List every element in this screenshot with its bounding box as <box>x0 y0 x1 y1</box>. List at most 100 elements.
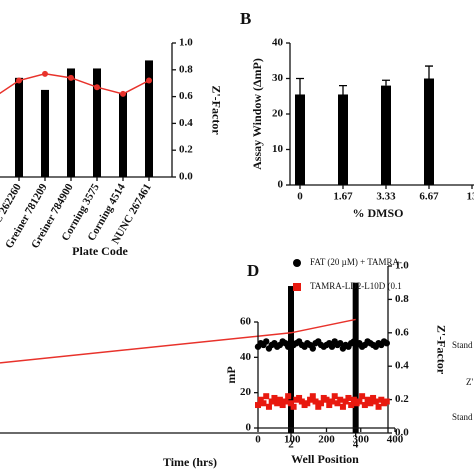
point <box>282 398 289 405</box>
point <box>383 340 390 347</box>
y2-tick-label: 0.4 <box>179 117 193 129</box>
point <box>287 400 294 407</box>
legend-label: TAMRA-LD2-L10D (0.1 <box>310 281 402 291</box>
y2-tick-label: 0.2 <box>179 144 193 156</box>
point <box>334 400 341 407</box>
bar <box>41 89 49 177</box>
y2-tick-label: 1.0 <box>179 37 193 49</box>
point <box>307 396 314 403</box>
point <box>298 398 305 405</box>
point <box>361 402 368 409</box>
y-tick-label: 20 <box>240 386 252 398</box>
line <box>0 318 356 364</box>
line-point <box>146 77 152 84</box>
line-point <box>16 77 22 84</box>
bar <box>424 78 434 185</box>
y2-tick-label: 0.6 <box>179 90 193 102</box>
x-tick-label: 200 <box>318 434 335 446</box>
point <box>345 394 352 401</box>
bar <box>338 94 348 185</box>
point <box>337 396 344 403</box>
point <box>279 402 286 409</box>
point <box>364 396 371 403</box>
y2-axis-label: Z'-Factor <box>209 85 223 135</box>
line-point <box>42 70 48 77</box>
legend-marker <box>293 283 301 291</box>
point <box>348 402 355 409</box>
y2-tick-label: 0.4 <box>395 360 409 372</box>
y-tick-label: 40 <box>240 351 252 363</box>
point <box>378 396 385 403</box>
point <box>285 393 292 400</box>
error-bar <box>296 77 304 95</box>
point <box>350 396 357 403</box>
point <box>263 393 270 400</box>
bar <box>15 77 23 177</box>
error-bar <box>339 84 347 95</box>
point <box>326 402 333 409</box>
point <box>383 398 390 405</box>
y2-axis-label: Z'-Factor <box>434 325 448 375</box>
bar <box>119 92 127 177</box>
x-axis-label: Well Position <box>291 452 359 466</box>
y2-tick-label: 0.8 <box>395 293 409 305</box>
x-tick-label: 1.67 <box>333 191 353 203</box>
point <box>268 398 275 405</box>
point <box>271 394 278 401</box>
point <box>276 396 283 403</box>
y2-tick-label: 0.0 <box>395 427 409 439</box>
x-tick-label: 300 <box>353 434 370 446</box>
y-tick-label: 0 <box>246 422 252 434</box>
bar <box>67 68 75 177</box>
point <box>342 398 349 405</box>
y-axis-label: mP <box>224 366 238 383</box>
point <box>356 398 363 405</box>
point <box>315 403 322 410</box>
x-tick-label: 0 <box>255 434 261 446</box>
point <box>265 403 272 410</box>
y-tick-label: 40 <box>272 37 284 49</box>
x-tick-label: 0 <box>297 191 303 203</box>
point <box>309 345 316 352</box>
y2-tick-label: 1.0 <box>395 260 409 272</box>
point <box>328 398 335 405</box>
point <box>309 393 316 400</box>
point <box>339 403 346 410</box>
point <box>359 393 366 400</box>
point <box>367 400 374 407</box>
error-bar <box>382 79 390 86</box>
point <box>290 403 297 410</box>
point <box>274 400 281 407</box>
y2-tick-label: 0.2 <box>395 393 409 405</box>
point <box>257 396 264 403</box>
line-point <box>120 90 126 97</box>
y2-tick-label: 0.8 <box>179 63 193 75</box>
annotation: Z' <box>466 377 473 387</box>
point <box>375 403 382 410</box>
point <box>260 400 267 407</box>
point <box>255 402 261 409</box>
x-tick-label: 13 <box>467 191 474 203</box>
y-tick-label: 20 <box>272 108 284 120</box>
bar <box>93 68 101 177</box>
point <box>304 400 311 407</box>
point <box>337 340 344 347</box>
point <box>370 394 377 401</box>
x-tick-label: 2 <box>288 439 294 451</box>
point <box>263 338 270 345</box>
point <box>323 396 330 403</box>
bar <box>288 286 294 433</box>
y2-tick-label: 0.0 <box>179 171 193 183</box>
x-axis-label: % DMSO <box>353 206 404 220</box>
legend-marker <box>293 259 301 267</box>
error-bar <box>425 65 433 79</box>
bar <box>352 282 359 433</box>
y-tick-label: 60 <box>240 316 252 328</box>
x-tick-label: 3.33 <box>376 191 396 203</box>
point <box>296 394 303 401</box>
annotation: Stand <box>452 340 473 350</box>
y-tick-label: 0 <box>278 179 284 191</box>
bar <box>145 60 153 177</box>
y2-tick-label: 0.6 <box>395 326 409 338</box>
